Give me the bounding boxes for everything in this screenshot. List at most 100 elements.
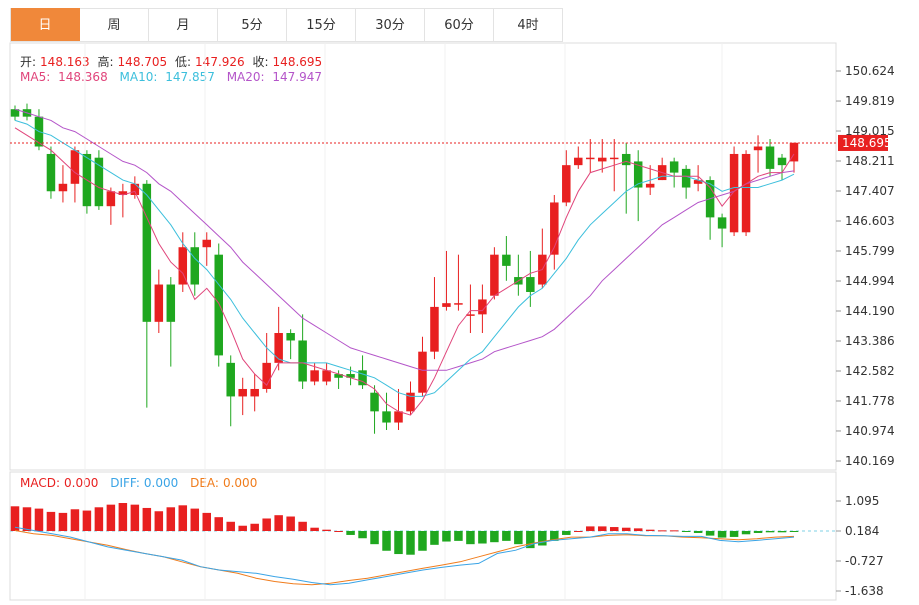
- ohlc-info: 开: 148.163 高: 148.705 低: 147.926 收: 148.695: [20, 53, 326, 70]
- macd-bar-33: [406, 531, 415, 555]
- macd-bar-40: [490, 531, 499, 543]
- tab-6[interactable]: 60分: [425, 8, 494, 41]
- candle-body-24: [298, 340, 307, 382]
- main-panel-frame: [9, 42, 837, 471]
- macd-bar-12: [154, 511, 164, 531]
- candle-body-50: [609, 157, 619, 160]
- macd-bar-29: [358, 531, 367, 539]
- ma5-label: MA5: 148.368: [20, 70, 108, 84]
- macd-bar-4: [58, 512, 68, 531]
- macd-tick-label-1: 0.184: [845, 524, 879, 538]
- macd-bar-41: [502, 531, 511, 541]
- macd-panel-frame: [9, 471, 837, 601]
- candle-body-32: [394, 411, 403, 423]
- macd-bar-58: [705, 531, 715, 536]
- macd-bar-8: [106, 504, 116, 531]
- candle-body-41: [502, 254, 511, 266]
- macd-bar-52: [633, 528, 643, 531]
- candle-body-40: [490, 254, 499, 296]
- ma10-label: MA10: 147.857: [119, 70, 215, 84]
- tab-1[interactable]: 周: [80, 8, 149, 41]
- macd-bar-49: [597, 526, 607, 531]
- price-tick-label-4: 147.407: [845, 184, 895, 198]
- macd-bar-16: [202, 512, 212, 531]
- candle-body-10: [130, 183, 140, 195]
- macd-bar-9: [118, 503, 128, 531]
- candle-body-15: [190, 247, 200, 285]
- ma20-label: MA20: 147.947: [226, 70, 323, 84]
- candle-body-39: [478, 299, 487, 315]
- price-tick-label-9: 143.386: [845, 334, 895, 348]
- candle-body-51: [621, 153, 631, 166]
- macd-bar-5: [70, 509, 80, 531]
- candle-body-43: [526, 277, 535, 292]
- macd-bar-38: [466, 531, 475, 545]
- tab-0[interactable]: 日: [11, 8, 80, 41]
- macd-bar-45: [550, 531, 559, 541]
- dea-line: [14, 530, 795, 586]
- period-tabs: 日周月 5分 15分 30分 60分 4时: [10, 8, 563, 42]
- macd-tick-label-0: 1.095: [845, 494, 879, 508]
- tab-3[interactable]: 5分: [218, 8, 287, 41]
- candle-body-64: [777, 157, 787, 166]
- candle-body-63: [765, 146, 775, 169]
- price-tick-label-11: 141.778: [845, 394, 895, 408]
- macd-bar-20: [250, 523, 259, 531]
- candle-body-33: [406, 392, 415, 412]
- candle-body-12: [154, 284, 164, 322]
- macd-bar-47: [574, 531, 583, 532]
- macd-bar-30: [370, 531, 379, 545]
- price-tick-label-12: 140.974: [845, 424, 895, 438]
- macd-bar-37: [454, 531, 463, 541]
- macd-tick-label-3: -1.638: [845, 584, 884, 598]
- candle-body-49: [597, 157, 607, 162]
- candle-body-22: [274, 333, 283, 363]
- low-label: 低:: [175, 55, 192, 69]
- candle-body-34: [418, 351, 427, 393]
- candle-body-37: [454, 303, 463, 305]
- candle-body-3: [46, 153, 56, 192]
- high-value: 148.705: [117, 55, 168, 69]
- macd-bar-34: [418, 531, 427, 551]
- macd-bar-0: [10, 506, 20, 531]
- tab-4[interactable]: 15分: [287, 8, 356, 41]
- tab-5[interactable]: 30分: [356, 8, 425, 41]
- tab-7[interactable]: 4时: [494, 8, 563, 41]
- macd-label: MACD: 0.000: [20, 476, 99, 490]
- macd-bar-17: [214, 517, 223, 531]
- tab-2[interactable]: 月: [149, 8, 218, 41]
- macd-bar-31: [382, 531, 391, 551]
- macd-bar-65: [789, 531, 799, 532]
- candle-body-17: [214, 254, 223, 356]
- macd-bar-63: [765, 531, 775, 533]
- macd-bar-10: [130, 504, 140, 531]
- macd-bar-62: [753, 531, 763, 533]
- macd-bar-60: [729, 531, 739, 537]
- macd-bar-55: [669, 530, 679, 532]
- candle-body-46: [562, 165, 571, 203]
- macd-bar-1: [22, 507, 32, 531]
- macd-bar-27: [334, 531, 343, 532]
- candle-body-29: [358, 370, 367, 386]
- candle-body-30: [370, 392, 379, 412]
- macd-bar-15: [190, 508, 200, 531]
- candle-body-59: [717, 217, 727, 229]
- ma5-line: [14, 127, 795, 416]
- macd-bar-3: [46, 511, 56, 531]
- candle-body-56: [681, 168, 691, 188]
- price-tick-label-10: 142.582: [845, 364, 895, 378]
- price-tick-label-5: 146.603: [845, 214, 895, 228]
- last-price-label: 148.695: [842, 136, 892, 150]
- macd-bar-23: [286, 516, 295, 531]
- candle-body-48: [586, 157, 595, 160]
- macd-bar-19: [238, 525, 247, 531]
- diff-label: DIFF: 0.000: [110, 476, 179, 490]
- price-tick-label-6: 145.799: [845, 244, 895, 258]
- candle-body-47: [574, 157, 583, 166]
- macd-bar-7: [94, 507, 104, 531]
- candle-body-26: [322, 370, 331, 382]
- candle-body-23: [286, 333, 295, 341]
- macd-bar-24: [298, 521, 307, 531]
- candle-body-7: [94, 157, 104, 207]
